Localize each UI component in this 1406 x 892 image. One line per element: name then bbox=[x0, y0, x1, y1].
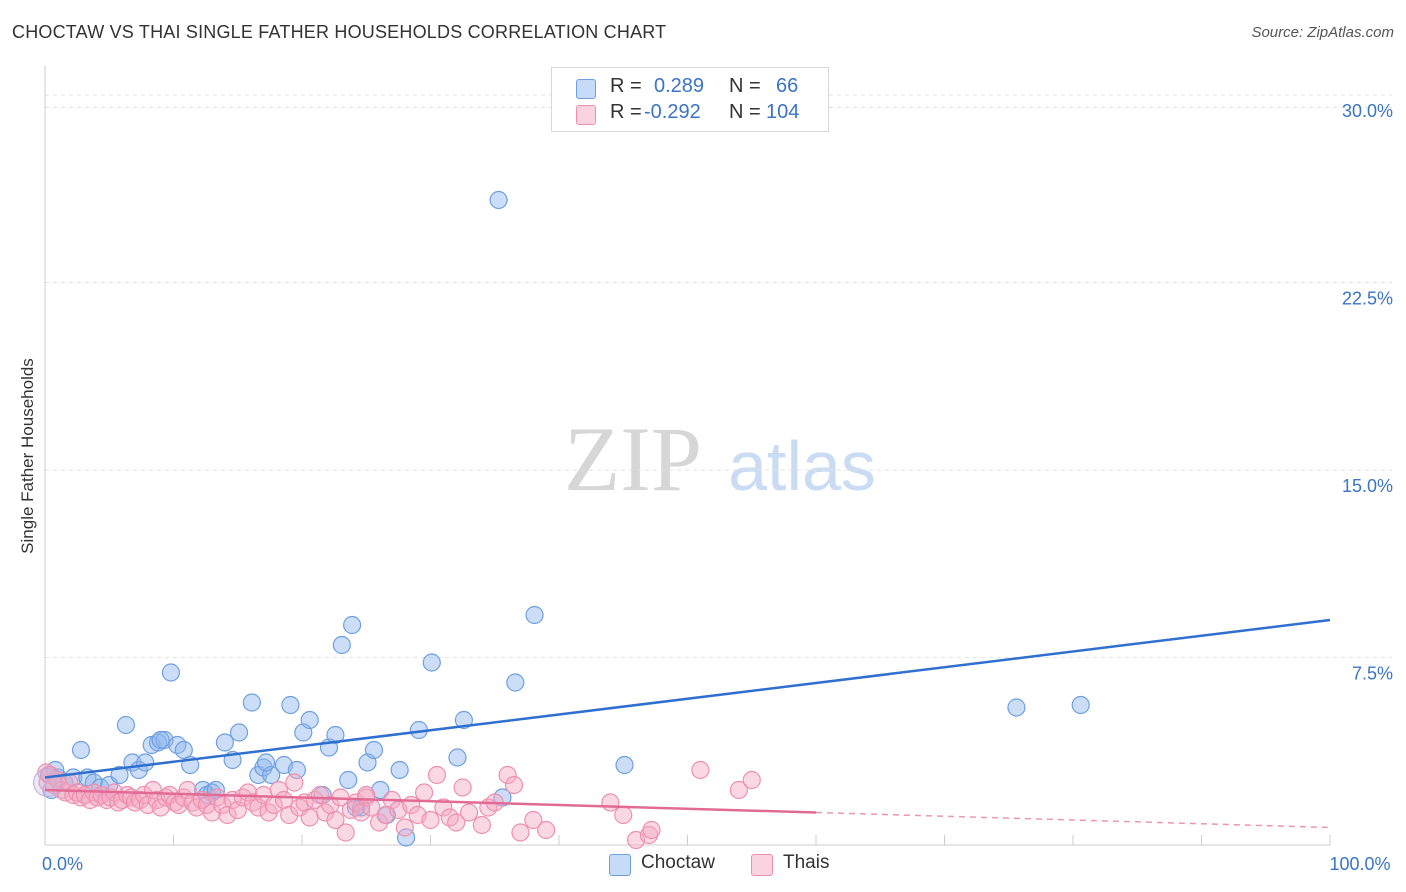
choctaw-point bbox=[390, 760, 409, 780]
choctaw-point bbox=[110, 765, 129, 785]
legend-r-value: -0.292 bbox=[644, 101, 701, 123]
legend-r-value: 0.289 bbox=[654, 75, 705, 97]
thais-point bbox=[691, 760, 710, 780]
choctaw-point bbox=[256, 753, 276, 772]
choctaw-point bbox=[454, 710, 474, 730]
watermark: ZIP atlas bbox=[564, 408, 876, 510]
thais-point bbox=[537, 820, 556, 840]
thais-point bbox=[453, 778, 472, 797]
legend-swatch-thais bbox=[751, 854, 773, 876]
choctaw-point bbox=[300, 710, 319, 730]
thais-point bbox=[498, 765, 517, 785]
choctaw-point bbox=[71, 740, 91, 760]
grid bbox=[45, 94, 1392, 658]
y-tick-label: 7.5% bbox=[1352, 664, 1393, 684]
watermark-atlas: atlas bbox=[728, 427, 876, 505]
choctaw-point bbox=[422, 653, 441, 672]
axes bbox=[44, 66, 1331, 846]
x-tick-label: 0.0% bbox=[42, 854, 83, 874]
legend-n-label: N = bbox=[729, 101, 761, 123]
x-tick-label: 100.0% bbox=[1329, 854, 1390, 874]
thais-point bbox=[642, 820, 661, 840]
thais-point bbox=[395, 818, 414, 837]
thais-point bbox=[524, 810, 543, 830]
thais-point bbox=[511, 823, 530, 842]
choctaw-point bbox=[506, 673, 525, 692]
choctaw-point bbox=[332, 635, 351, 655]
thais-point bbox=[427, 765, 447, 785]
choctaw-point bbox=[281, 695, 300, 715]
legend-r-label: R = bbox=[610, 75, 642, 97]
legend-swatch-choctaw bbox=[576, 79, 596, 99]
choctaw-point bbox=[254, 758, 273, 777]
choctaw-point bbox=[136, 753, 155, 772]
choctaw-point bbox=[229, 723, 249, 742]
thais-point bbox=[151, 798, 170, 817]
thais-point bbox=[244, 793, 263, 812]
choctaw-point bbox=[161, 663, 181, 682]
watermark-zip: ZIP bbox=[564, 408, 702, 510]
thais-point bbox=[336, 823, 355, 842]
thais-point bbox=[421, 810, 440, 830]
source-label: Source: ZipAtlas.com bbox=[1251, 24, 1394, 41]
legend-n-label: N = bbox=[729, 75, 761, 97]
choctaw-point bbox=[326, 725, 345, 745]
data-points bbox=[33, 190, 1090, 850]
choctaw-point bbox=[242, 693, 261, 712]
thais-point bbox=[601, 793, 620, 812]
y-tick-label: 22.5% bbox=[1342, 289, 1393, 309]
thais-trend-line-extension bbox=[815, 811, 1331, 829]
choctaw-point bbox=[364, 740, 384, 760]
choctaw-point bbox=[215, 733, 234, 752]
thais-point bbox=[280, 805, 299, 825]
thais-point bbox=[300, 808, 319, 827]
choctaw-point bbox=[151, 730, 170, 750]
choctaw-point bbox=[1071, 695, 1090, 715]
thais-point bbox=[472, 815, 491, 835]
choctaw-point bbox=[116, 715, 136, 735]
choctaw-point bbox=[174, 740, 193, 760]
choctaw-point bbox=[448, 748, 467, 767]
legend-label-choctaw: Choctaw bbox=[641, 852, 715, 873]
thais-point bbox=[326, 810, 345, 830]
legend-n-value: 66 bbox=[776, 75, 799, 97]
overlap-point bbox=[33, 768, 63, 797]
thais-point bbox=[285, 773, 304, 792]
tick-labels: 7.5% 15.0% 22.5% 30.0% 0.0% 100.0% bbox=[42, 101, 1393, 874]
choctaw-point bbox=[489, 190, 508, 210]
legend-swatch-thais bbox=[576, 105, 596, 125]
thais-point bbox=[357, 785, 376, 805]
legend-r-label: R = bbox=[610, 101, 642, 123]
y-tick-label: 15.0% bbox=[1342, 476, 1393, 496]
choctaw-point bbox=[615, 755, 634, 775]
legend-n-value: 104 bbox=[766, 101, 800, 123]
choctaw-point bbox=[525, 605, 544, 625]
thais-point bbox=[269, 780, 288, 800]
thais-point bbox=[614, 805, 633, 825]
thais-point bbox=[459, 803, 479, 822]
choctaw-trend-line bbox=[44, 618, 1331, 779]
thais-point bbox=[447, 813, 466, 832]
choctaw-point bbox=[371, 780, 390, 800]
legend-swatch-choctaw bbox=[609, 854, 631, 876]
choctaw-point bbox=[339, 770, 358, 790]
choctaw-point bbox=[343, 615, 362, 635]
trend-lines bbox=[44, 618, 1331, 829]
thais-trend-line bbox=[44, 788, 817, 814]
thais-point bbox=[504, 775, 524, 795]
thais-point bbox=[729, 780, 749, 800]
legend-label-thais: Thais bbox=[783, 852, 830, 873]
thais-point bbox=[370, 813, 389, 832]
chart-title: CHOCTAW VS THAI SINGLE FATHER HOUSEHOLDS… bbox=[12, 22, 667, 42]
thais-point bbox=[233, 788, 252, 807]
correlation-legend: R = 0.289 N = 66 R = -0.292 N = 104 bbox=[551, 67, 829, 132]
thais-point bbox=[434, 798, 453, 817]
y-tick-label: 30.0% bbox=[1342, 101, 1393, 121]
thais-point bbox=[414, 783, 434, 802]
thais-point bbox=[639, 825, 659, 845]
thais-point bbox=[742, 770, 761, 790]
choctaw-point bbox=[1007, 698, 1026, 717]
